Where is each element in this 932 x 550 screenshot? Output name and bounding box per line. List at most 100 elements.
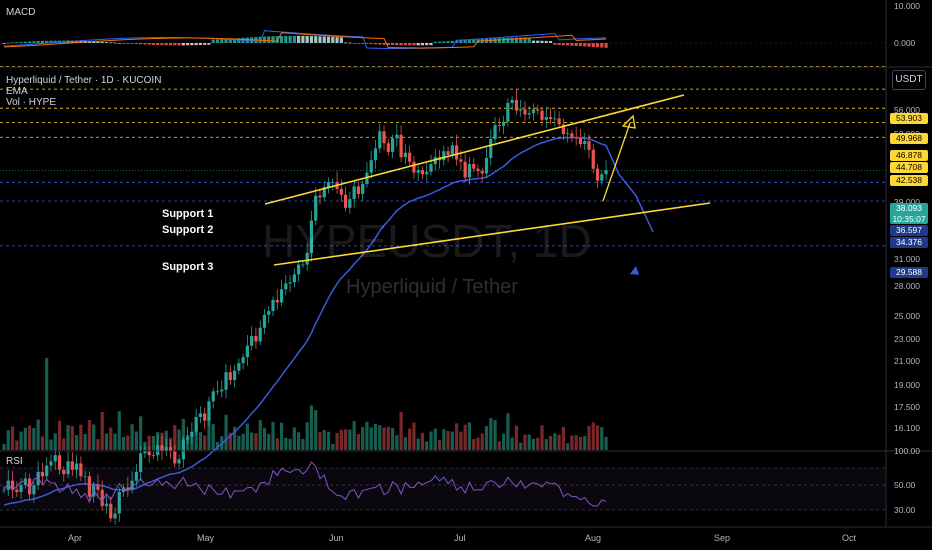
macd-histogram-bar <box>365 43 369 44</box>
macd-histogram-bar <box>198 43 203 46</box>
candle-body <box>173 451 177 464</box>
macd-histogram-bar <box>173 43 177 46</box>
volume-bar <box>574 435 578 450</box>
macd-histogram-bar <box>553 43 557 45</box>
volume-bar <box>181 418 185 450</box>
macd-histogram-bar <box>96 41 100 43</box>
price-axis-tick: 25.000 <box>894 311 920 321</box>
volume-bar <box>70 426 74 450</box>
macd-histogram-bar <box>2 43 6 44</box>
volume-bar <box>23 427 27 450</box>
candle-body <box>378 131 382 149</box>
macd-histogram-bar <box>74 40 79 43</box>
volume-bar <box>480 433 484 450</box>
volume-label[interactable]: Vol · HYPE <box>6 97 57 108</box>
candle-body <box>331 182 335 184</box>
volume-bar <box>92 424 96 450</box>
macd-histogram-bar <box>450 40 454 43</box>
candle-body <box>390 138 395 152</box>
candle-body <box>156 445 160 456</box>
macd-histogram-bar <box>356 43 361 44</box>
ema-line <box>3 136 654 506</box>
macd-histogram-bar <box>292 35 296 43</box>
macd-histogram-bar <box>544 40 548 43</box>
volume-bar <box>390 427 395 450</box>
macd-histogram-bar <box>224 38 228 43</box>
macd-histogram-bar <box>604 43 608 48</box>
macd-histogram-bar <box>92 41 96 43</box>
volume-bar <box>578 436 583 450</box>
candle-body <box>19 485 23 492</box>
candle-body <box>254 335 258 342</box>
bearish-arrowhead <box>630 266 639 275</box>
support-3-label: Support 3 <box>162 261 214 273</box>
candle-body <box>352 186 356 200</box>
volume-bar <box>591 422 595 450</box>
last-price-value: 38.093 <box>896 203 922 213</box>
volume-bar <box>224 414 228 450</box>
candle-body <box>109 503 113 519</box>
volume-bar <box>382 427 386 450</box>
macd-histogram-bar <box>459 40 463 43</box>
macd-histogram-bar <box>160 43 164 46</box>
volume-bar <box>519 442 523 450</box>
candle-body <box>472 164 476 169</box>
rsi-band <box>0 468 886 510</box>
candle-body <box>510 99 514 104</box>
macd-histogram-bar <box>207 43 211 45</box>
macd-histogram-bar <box>45 40 49 43</box>
rsi-label[interactable]: RSI <box>6 456 23 467</box>
macd-histogram-bar <box>429 43 433 46</box>
candle-body <box>220 389 224 392</box>
macd-histogram-bar <box>151 43 156 45</box>
volume-bar <box>79 424 83 450</box>
volume-bar <box>446 431 450 450</box>
volume-bar <box>177 429 181 450</box>
candle-body <box>595 168 600 181</box>
level-label-46878: 46.878 <box>890 150 928 161</box>
macd-histogram-bar <box>497 38 501 43</box>
macd-histogram-bar <box>536 40 540 43</box>
candle-body <box>314 195 318 221</box>
volume-bar <box>322 429 326 450</box>
macd-histogram-bar <box>23 41 27 43</box>
candle-body <box>557 118 561 125</box>
candle-body <box>87 476 91 497</box>
watermark-ticker: HYPEUSDT, 1D <box>262 215 592 267</box>
volume-bar <box>113 433 117 450</box>
macd-label[interactable]: MACD <box>6 7 36 18</box>
candle-body <box>544 117 548 120</box>
candle-body <box>301 264 305 266</box>
macd-histogram-bar <box>369 43 373 45</box>
volume-bar <box>237 435 241 450</box>
ema-label[interactable]: EMA <box>6 86 28 97</box>
candle-body <box>53 455 57 462</box>
macd-histogram-bar <box>510 37 514 43</box>
candle-body <box>32 485 36 495</box>
currency-unit-button[interactable]: USDT <box>892 70 926 90</box>
volume-bar <box>459 431 463 450</box>
macd-histogram-bar <box>587 43 591 47</box>
macd-histogram-bar <box>446 41 450 43</box>
candle-body <box>373 148 378 161</box>
volume-bar <box>96 439 100 450</box>
candle-body <box>344 194 348 208</box>
volume-bar <box>297 432 301 450</box>
macd-histogram-bar <box>433 41 437 43</box>
macd-histogram-bar <box>352 43 356 44</box>
macd-histogram-bar <box>164 43 168 46</box>
candle-body <box>463 161 467 178</box>
volume-bar <box>258 420 262 450</box>
volume-bar <box>121 437 126 450</box>
candle-body <box>531 109 536 114</box>
macd-histogram-bar <box>130 43 134 44</box>
symbol-legend[interactable]: Hyperliquid / Tether · 1D · KUCOIN EMA V… <box>6 75 161 108</box>
volume-bar <box>548 435 553 450</box>
candle-body <box>506 103 510 122</box>
time-axis-label: Sep <box>714 533 731 543</box>
volume-bar <box>352 421 356 450</box>
time-axis-label: Aug <box>585 533 602 543</box>
candle-body <box>386 143 390 152</box>
